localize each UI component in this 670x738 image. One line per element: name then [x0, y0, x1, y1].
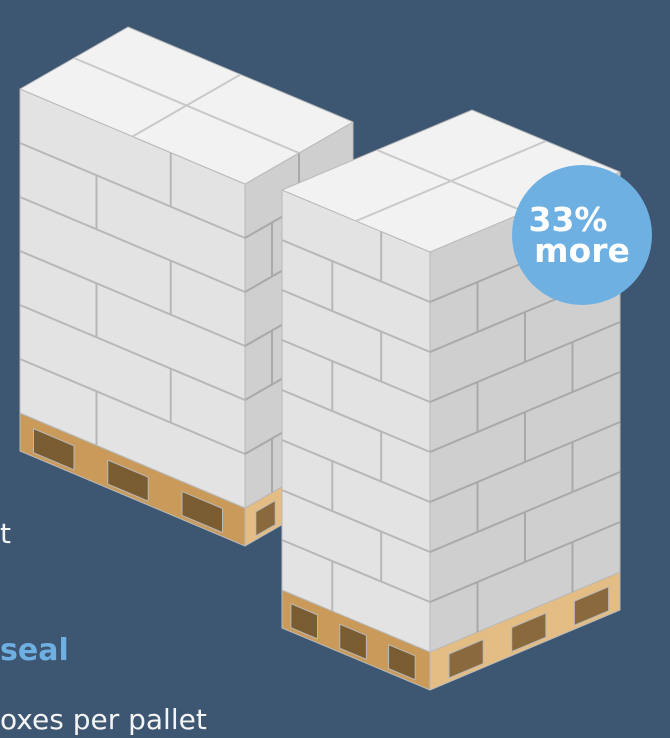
badge-percent: 33% — [528, 199, 608, 239]
more-badge: 33% more — [512, 165, 652, 305]
text-fragment-t: t — [0, 517, 11, 550]
badge-more: more — [534, 231, 630, 270]
text-fragment-seal: seal — [0, 633, 69, 668]
text-fragment-boxes-per-pallet: oxes per pallet — [0, 703, 207, 736]
